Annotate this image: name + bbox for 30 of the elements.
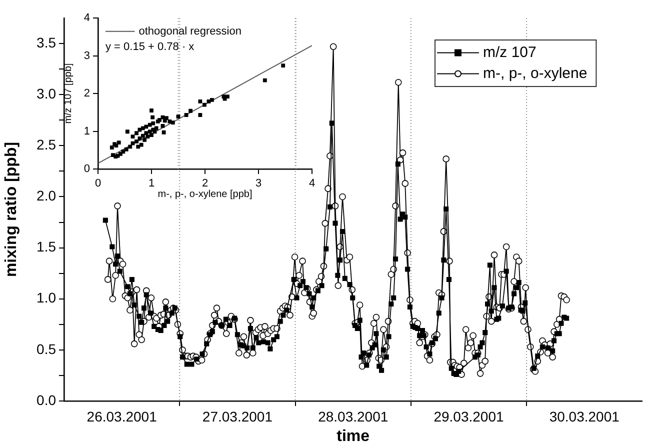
- y-tick-label: 4: [84, 12, 90, 24]
- x-tick-label: 26.03.2001: [86, 408, 158, 424]
- y-tick-label: 0.0: [36, 392, 56, 408]
- x-tick-label: 28.03.2001: [318, 408, 388, 424]
- y-tick-label: 3.5: [36, 34, 56, 50]
- annotation: y = 0.15 + 0.78 · x: [106, 40, 195, 53]
- x-tick-label: 29.03.2001: [434, 408, 504, 424]
- x-tick-label: 0: [94, 178, 102, 190]
- x-tick-label: 3: [255, 178, 262, 190]
- legend-label: m-, p-, o-xylene: [483, 64, 588, 82]
- x-axis-title: m-, p-, o-xylene [ppb]: [158, 188, 252, 200]
- y-tick-label: 1.0: [36, 290, 56, 306]
- x-tick-label: 2: [202, 178, 208, 190]
- y-tick-label: 0.5: [36, 340, 56, 357]
- x-tick-label: 1: [148, 178, 155, 190]
- x-tick-label: 30.03.2001: [549, 408, 620, 424]
- y-tick-label: 2.5: [36, 136, 56, 153]
- y-tick-label: 1.5: [36, 238, 56, 255]
- legend-label: othogonal regression: [138, 25, 242, 38]
- y-tick-label: 2: [84, 88, 90, 100]
- x-tick-label: 4: [308, 178, 316, 190]
- legend-label: m/z 107: [483, 44, 536, 61]
- y-tick-label: 0: [84, 163, 90, 176]
- y-axis-title: mixing ratio [ppb]: [3, 142, 20, 278]
- y-tick-label: 1: [84, 125, 90, 138]
- y-tick-label: 3: [84, 50, 90, 62]
- y-tick-label: 2.0: [36, 188, 56, 204]
- x-axis-title: time: [336, 428, 370, 445]
- y-tick-label: 3.0: [36, 85, 56, 102]
- x-tick-label: 27.03.2001: [202, 408, 273, 424]
